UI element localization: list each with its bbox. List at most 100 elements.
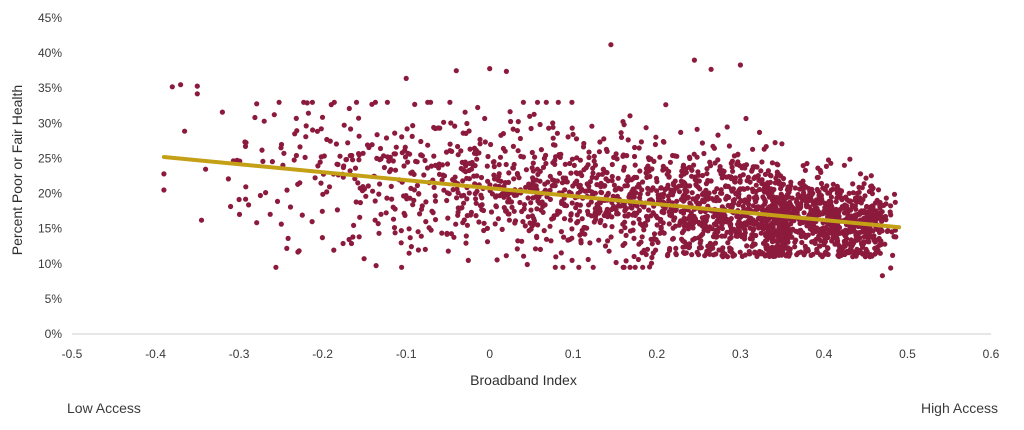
scatter-point	[822, 233, 828, 239]
scatter-point	[448, 120, 454, 126]
scatter-point	[293, 152, 299, 159]
scatter-point	[349, 152, 355, 159]
scatter-point	[715, 132, 721, 138]
scatter-point	[868, 173, 874, 179]
scatter-point	[842, 228, 848, 234]
scatter-point	[691, 162, 697, 168]
scatter-point	[758, 230, 764, 236]
scatter-point	[623, 258, 629, 264]
scatter-point	[829, 204, 835, 210]
scatter-point	[630, 186, 636, 192]
scatter-point	[372, 198, 378, 204]
scatter-point	[643, 213, 650, 220]
scatter-point	[693, 182, 700, 189]
scatter-point	[540, 209, 546, 215]
scatter-point	[861, 208, 867, 214]
x-tick-label: 0.5	[899, 347, 916, 361]
scatter-point	[448, 231, 454, 237]
scatter-point	[737, 231, 743, 237]
scatter-point	[773, 204, 779, 210]
scatter-point	[587, 240, 593, 246]
scatter-point	[510, 165, 516, 171]
scatter-point	[392, 230, 398, 236]
scatter-point	[731, 226, 737, 232]
scatter-point	[719, 248, 725, 254]
scatter-point	[295, 249, 301, 255]
scatter-point	[254, 101, 260, 107]
scatter-point	[689, 167, 695, 173]
scatter-point	[764, 237, 770, 243]
scatter-point	[749, 168, 755, 174]
scatter-point	[464, 120, 470, 127]
scatter-point	[808, 197, 814, 203]
scatter-point	[734, 190, 740, 196]
scatter-point	[590, 264, 596, 270]
scatter-point	[759, 204, 765, 210]
scatter-point	[432, 198, 439, 204]
scatter-point	[690, 237, 696, 243]
scatter-point	[291, 157, 297, 163]
scatter-point	[842, 240, 848, 246]
scatter-point	[834, 236, 840, 242]
scatter-point	[736, 227, 742, 233]
low-access-note: Low Access	[67, 400, 141, 416]
scatter-point	[390, 204, 396, 210]
scatter-point	[879, 273, 886, 279]
scatter-point	[343, 157, 349, 163]
scatter-point	[501, 205, 507, 211]
scatter-point	[777, 195, 783, 201]
scatter-point	[762, 189, 768, 195]
x-tick-label: -0.3	[229, 347, 250, 361]
scatter-point	[820, 185, 826, 191]
scatter-point	[768, 186, 774, 192]
scatter-point	[271, 112, 277, 118]
scatter-point	[772, 238, 778, 244]
scatter-point	[594, 182, 600, 188]
scatter-point	[623, 206, 629, 212]
x-tick-label: 0	[486, 347, 493, 361]
scatter-point	[671, 217, 677, 223]
scatter-point	[666, 221, 672, 227]
scatter-point	[874, 197, 880, 203]
scatter-point	[856, 184, 862, 190]
scatter-point	[852, 212, 859, 218]
scatter-point	[729, 203, 735, 209]
scatter-point	[605, 191, 611, 197]
scatter-point	[426, 225, 432, 231]
scatter-point	[724, 174, 730, 180]
scatter-point	[487, 66, 493, 72]
scatter-point	[824, 183, 830, 189]
scatter-point	[503, 161, 509, 168]
scatter-point	[877, 203, 883, 209]
scatter-point	[418, 233, 424, 239]
scatter-point	[712, 240, 719, 246]
scatter-point	[647, 264, 653, 270]
scatter-point	[611, 182, 618, 188]
scatter-point	[546, 125, 552, 131]
scatter-point	[569, 226, 575, 232]
scatter-point	[458, 148, 464, 154]
scatter-point	[641, 227, 647, 233]
scatter-point	[746, 248, 752, 255]
scatter-point	[506, 217, 512, 223]
y-tick-label: 45%	[38, 11, 62, 25]
scatter-point	[704, 248, 710, 254]
scatter-point	[651, 231, 658, 237]
scatter-point	[636, 181, 642, 187]
scatter-point	[836, 193, 842, 199]
scatter-point	[446, 191, 452, 197]
scatter-point	[658, 216, 664, 223]
scatter-point	[660, 163, 666, 169]
scatter-point	[665, 182, 671, 188]
scatter-point	[784, 206, 790, 212]
scatter-point	[321, 153, 327, 159]
scatter-point	[752, 241, 758, 247]
scatter-point	[534, 234, 540, 241]
scatter-point	[769, 160, 776, 166]
scatter-point	[477, 136, 483, 143]
scatter-point	[346, 105, 352, 112]
scatter-point	[890, 252, 896, 258]
scatter-point	[596, 149, 603, 155]
scatter-point	[636, 145, 642, 151]
scatter-point	[632, 264, 638, 270]
